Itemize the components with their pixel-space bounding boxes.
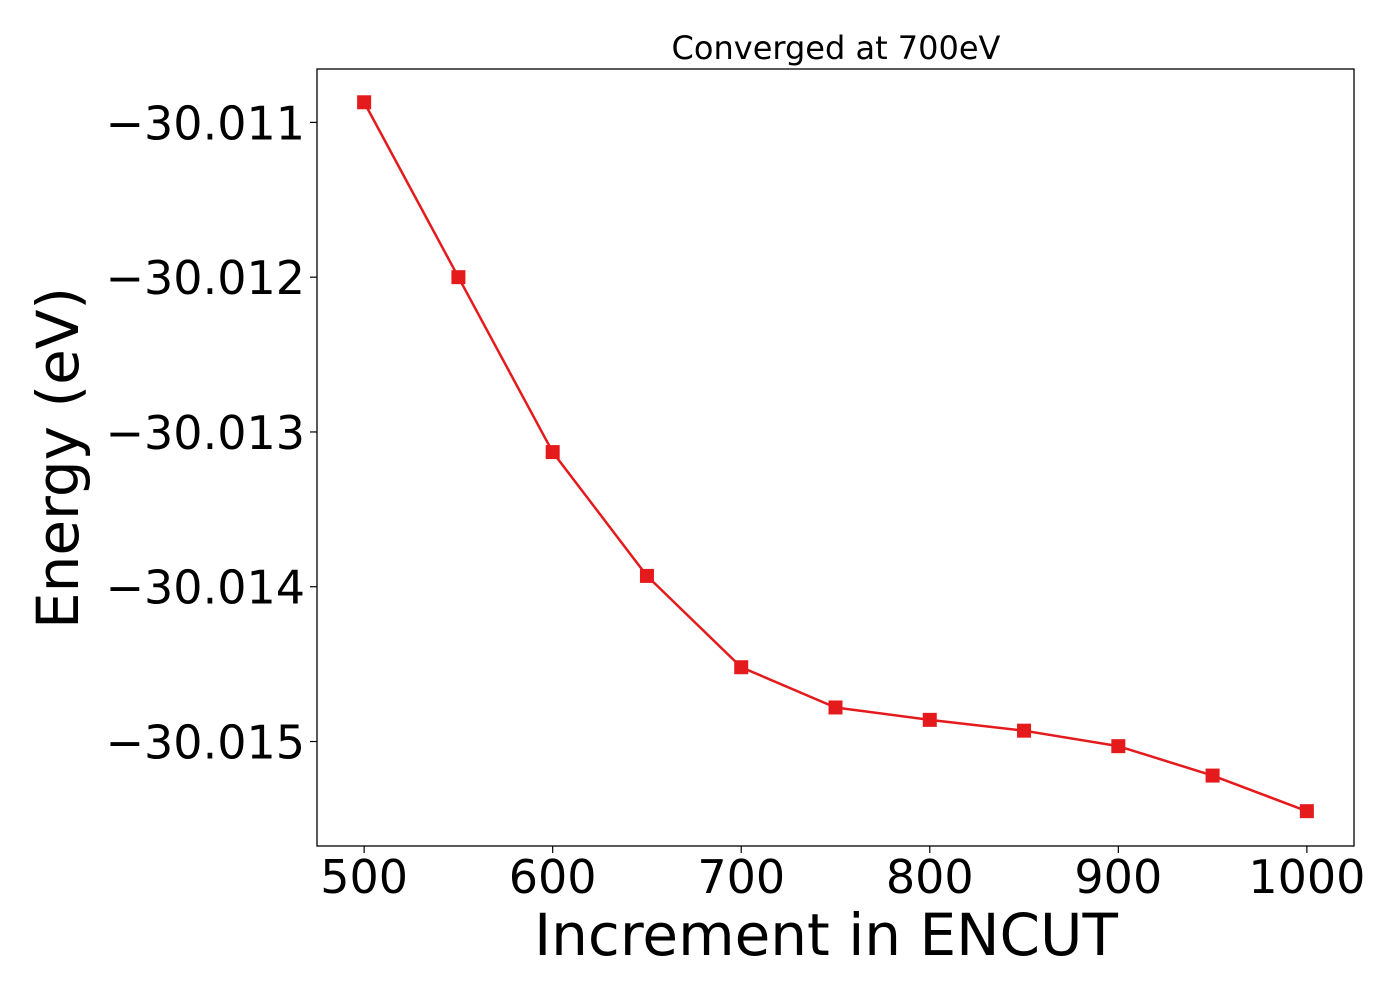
- x-axis-label: Increment in ENCUT: [534, 901, 1118, 969]
- y-axis-ticks: −30.011 −30.012 −30.013 −30.014 −30.015: [106, 96, 317, 770]
- x-tick-label: 1000: [1248, 850, 1365, 904]
- data-point: [1111, 739, 1126, 754]
- y-tick-label: −30.011: [106, 96, 306, 150]
- x-tick-label: 600: [509, 850, 597, 904]
- series-layer: [357, 95, 1314, 819]
- x-tick-label: 700: [697, 850, 785, 904]
- y-axis-label: Energy (eV): [24, 287, 92, 629]
- y-tick-label: −30.012: [106, 251, 306, 305]
- x-tick-label: 800: [886, 850, 974, 904]
- data-point: [734, 660, 749, 675]
- x-axis-ticks: 500 600 700 800 900 1000: [320, 846, 1365, 904]
- data-point: [828, 700, 843, 715]
- data-point: [639, 568, 654, 583]
- data-point: [1017, 723, 1032, 738]
- y-tick-label: −30.013: [106, 406, 306, 460]
- data-point: [922, 712, 937, 727]
- plot-frame: [316, 68, 1355, 847]
- chart-title: Converged at 700eV: [672, 29, 1001, 67]
- data-point: [357, 95, 372, 110]
- y-tick-label: −30.015: [106, 716, 306, 770]
- data-point: [1299, 804, 1314, 819]
- y-tick-label: −30.014: [106, 561, 306, 615]
- data-point: [451, 270, 466, 285]
- x-tick-label: 500: [320, 850, 408, 904]
- x-tick-label: 900: [1074, 850, 1162, 904]
- data-point: [1205, 768, 1220, 783]
- data-point: [545, 445, 560, 460]
